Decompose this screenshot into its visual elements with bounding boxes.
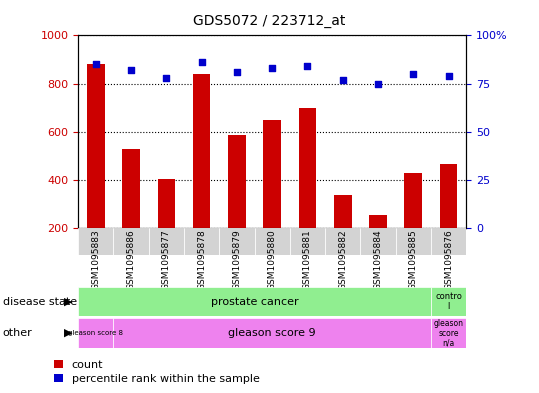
- Bar: [219, 228, 254, 255]
- Text: prostate cancer: prostate cancer: [211, 297, 299, 307]
- Text: GSM1095880: GSM1095880: [268, 229, 277, 290]
- Text: ▶: ▶: [64, 328, 72, 338]
- Point: [444, 73, 453, 79]
- Text: GSM1095879: GSM1095879: [232, 229, 241, 290]
- Text: GSM1095885: GSM1095885: [409, 229, 418, 290]
- Point: [303, 63, 312, 69]
- Bar: [184, 228, 219, 255]
- Bar: [113, 318, 431, 348]
- Point: [409, 71, 418, 77]
- Text: GSM1095883: GSM1095883: [91, 229, 100, 290]
- Bar: [78, 318, 113, 348]
- Bar: [299, 108, 316, 228]
- Bar: [157, 178, 175, 228]
- Point: [197, 59, 206, 66]
- Bar: [404, 173, 422, 228]
- Text: other: other: [3, 328, 32, 338]
- Bar: [228, 135, 246, 228]
- Bar: [431, 228, 466, 255]
- Bar: [193, 74, 210, 228]
- Text: GSM1095882: GSM1095882: [338, 229, 347, 290]
- Bar: [113, 228, 149, 255]
- Text: GDS5072 / 223712_at: GDS5072 / 223712_at: [194, 14, 345, 28]
- Bar: [440, 164, 458, 228]
- Text: GSM1095876: GSM1095876: [444, 229, 453, 290]
- Text: contro
l: contro l: [435, 292, 462, 311]
- Text: gleason score 9: gleason score 9: [229, 328, 316, 338]
- Point: [338, 77, 347, 83]
- Text: GSM1095878: GSM1095878: [197, 229, 206, 290]
- Bar: [87, 64, 105, 228]
- Text: disease state: disease state: [3, 297, 77, 307]
- Bar: [431, 287, 466, 316]
- Bar: [431, 318, 466, 348]
- Text: gleason score 8: gleason score 8: [68, 330, 123, 336]
- Bar: [396, 228, 431, 255]
- Bar: [78, 228, 113, 255]
- Point: [127, 67, 135, 73]
- Point: [374, 80, 382, 86]
- Text: GSM1095884: GSM1095884: [374, 229, 383, 290]
- Legend: count, percentile rank within the sample: count, percentile rank within the sample: [54, 360, 260, 384]
- Bar: [361, 228, 396, 255]
- Point: [162, 75, 171, 81]
- Point: [268, 65, 277, 71]
- Bar: [122, 149, 140, 228]
- Text: GSM1095881: GSM1095881: [303, 229, 312, 290]
- Text: ▶: ▶: [64, 297, 72, 307]
- Point: [233, 69, 241, 75]
- Bar: [254, 228, 290, 255]
- Text: gleason
score
n/a: gleason score n/a: [433, 319, 464, 347]
- Text: GSM1095877: GSM1095877: [162, 229, 171, 290]
- Bar: [334, 195, 351, 228]
- Bar: [290, 228, 325, 255]
- Point: [92, 61, 100, 67]
- Text: GSM1095886: GSM1095886: [127, 229, 136, 290]
- Bar: [149, 228, 184, 255]
- Bar: [325, 228, 361, 255]
- Bar: [264, 120, 281, 228]
- Bar: [369, 215, 387, 228]
